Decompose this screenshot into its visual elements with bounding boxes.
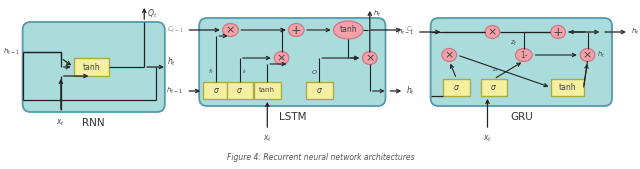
Text: $x_t$: $x_t$: [263, 134, 272, 144]
Text: tanh: tanh: [559, 83, 576, 92]
Ellipse shape: [274, 52, 289, 65]
Bar: [551, 79, 584, 96]
Text: $C_t$: $C_t$: [406, 25, 415, 35]
Bar: [254, 82, 280, 99]
Text: $h_{t-1}$: $h_{t-1}$: [3, 47, 20, 57]
Text: ×: ×: [488, 27, 497, 37]
Bar: [227, 82, 253, 99]
FancyBboxPatch shape: [431, 18, 612, 106]
Text: ×: ×: [277, 53, 286, 63]
Ellipse shape: [515, 49, 532, 62]
Text: LSTM: LSTM: [278, 112, 306, 122]
Ellipse shape: [333, 21, 363, 39]
Text: $\sigma$: $\sigma$: [316, 86, 323, 95]
Ellipse shape: [223, 23, 238, 37]
Text: $h_{t-1}$: $h_{t-1}$: [166, 86, 184, 96]
Ellipse shape: [485, 26, 500, 39]
Text: tanh: tanh: [339, 26, 357, 34]
Text: $\sigma$: $\sigma$: [212, 86, 220, 95]
Text: $h_t$: $h_t$: [167, 56, 176, 68]
Text: RNN: RNN: [83, 118, 105, 128]
Text: ×: ×: [365, 53, 374, 63]
Text: $x_t$: $x_t$: [56, 118, 65, 128]
Text: $h_t$: $h_t$: [372, 9, 381, 19]
Text: $x_t$: $x_t$: [483, 134, 492, 144]
Text: Figure 4: Recurrent neural network architectures: Figure 4: Recurrent neural network archi…: [227, 153, 415, 163]
Text: $f_t$: $f_t$: [208, 68, 214, 76]
Text: $i_t$: $i_t$: [242, 68, 248, 76]
FancyBboxPatch shape: [199, 18, 385, 106]
Text: $\sigma$: $\sigma$: [453, 83, 460, 92]
Text: $\sigma$: $\sigma$: [236, 86, 243, 95]
Text: $z_t$: $z_t$: [492, 66, 499, 74]
Text: ×: ×: [583, 50, 592, 60]
Text: +: +: [291, 23, 301, 37]
Text: tanh: tanh: [259, 88, 275, 93]
Bar: [306, 82, 333, 99]
Text: $\sigma$: $\sigma$: [490, 83, 497, 92]
Text: +: +: [553, 26, 563, 39]
Text: $h_t$: $h_t$: [406, 85, 415, 97]
Text: $O$: $O$: [310, 68, 317, 76]
Bar: [444, 79, 470, 96]
Bar: [481, 79, 507, 96]
Bar: [74, 58, 109, 76]
Text: $z_t$: $z_t$: [511, 38, 518, 48]
Ellipse shape: [551, 26, 566, 39]
Ellipse shape: [580, 49, 595, 62]
Text: 1-: 1-: [520, 51, 527, 59]
Text: tanh: tanh: [83, 63, 100, 71]
Text: GRU: GRU: [510, 112, 532, 122]
Ellipse shape: [289, 23, 304, 37]
Text: $Q_t$: $Q_t$: [147, 7, 157, 19]
Bar: [203, 82, 230, 99]
Text: $h_t$: $h_t$: [597, 50, 605, 60]
Ellipse shape: [442, 49, 456, 62]
Text: $C_{t-1}$: $C_{t-1}$: [167, 25, 184, 35]
Text: $h_{t-1}$: $h_{t-1}$: [397, 27, 414, 37]
Text: ×: ×: [445, 50, 454, 60]
Text: $h_t$: $h_t$: [630, 27, 639, 37]
FancyBboxPatch shape: [22, 22, 165, 112]
Ellipse shape: [362, 52, 377, 65]
Text: ×: ×: [226, 25, 236, 35]
